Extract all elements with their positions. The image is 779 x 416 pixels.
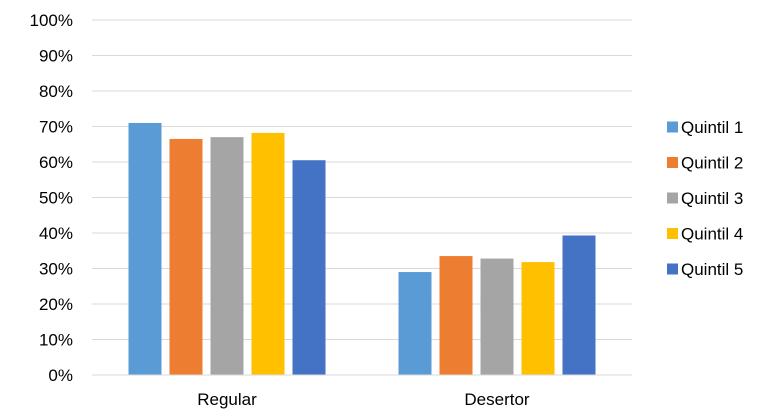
bar-regular-quintil-3	[210, 137, 244, 375]
y-tick-label: 100%	[30, 11, 73, 30]
bar-desertor-quintil-5	[562, 235, 596, 375]
y-tick-label: 60%	[39, 153, 73, 172]
legend-label: Quintil 2	[681, 154, 743, 173]
y-tick-label: 90%	[39, 47, 73, 66]
legend-label: Quintil 1	[681, 118, 743, 137]
y-axis-tick-labels: 0% 10% 20% 30% 40% 50% 60% 70% 80% 90% 100%	[30, 11, 73, 385]
legend-label: Quintil 5	[681, 260, 743, 279]
bar-desertor-quintil-3	[480, 258, 514, 375]
legend-swatch	[667, 121, 678, 133]
x-category-label: Desertor	[464, 390, 530, 409]
bar-desertor-quintil-4	[521, 262, 555, 375]
y-tick-label: 80%	[39, 82, 73, 101]
bar-regular-quintil-1	[128, 122, 162, 375]
y-tick-label: 50%	[39, 189, 73, 208]
bar-regular-quintil-5	[292, 160, 326, 375]
y-tick-label: 10%	[39, 331, 73, 350]
legend-swatch	[667, 228, 678, 239]
legend: Quintil 1 Quintil 2 Quintil 3 Quintil 4 Quin…	[667, 118, 743, 279]
legend-label: Quintil 4	[681, 225, 743, 244]
legend-swatch	[667, 192, 678, 204]
bar-regular-quintil-2	[169, 138, 203, 375]
y-tick-label: 40%	[39, 224, 73, 243]
bars	[128, 122, 596, 375]
bar-desertor-quintil-1	[398, 272, 432, 375]
y-tick-label: 30%	[39, 260, 73, 279]
x-axis-category-labels: Regular Desertor	[197, 390, 530, 409]
legend-swatch	[667, 157, 678, 168]
bar-desertor-quintil-2	[439, 256, 473, 375]
legend-label: Quintil 3	[681, 189, 743, 208]
legend-swatch	[667, 263, 678, 275]
bar-regular-quintil-4	[251, 132, 285, 375]
x-category-label: Regular	[197, 390, 257, 409]
y-tick-label: 0%	[48, 366, 73, 385]
y-tick-label: 70%	[39, 118, 73, 137]
y-tick-label: 20%	[39, 295, 73, 314]
